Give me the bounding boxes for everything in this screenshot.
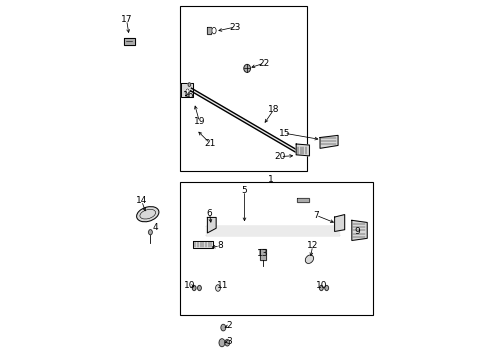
Text: 1: 1 [267, 175, 273, 184]
Text: 17: 17 [121, 15, 132, 24]
Polygon shape [259, 249, 265, 260]
Text: 4: 4 [153, 223, 158, 233]
Text: 13: 13 [256, 249, 268, 258]
Text: 5: 5 [241, 186, 247, 195]
Text: 9: 9 [354, 227, 360, 236]
Ellipse shape [197, 285, 201, 291]
Ellipse shape [305, 255, 313, 264]
Text: 3: 3 [226, 337, 232, 346]
Ellipse shape [221, 324, 225, 331]
Text: 21: 21 [204, 139, 215, 148]
Text: 15: 15 [278, 129, 289, 138]
Text: 7: 7 [312, 211, 318, 220]
Text: 19: 19 [193, 117, 205, 126]
Bar [179, 182, 372, 315]
Ellipse shape [185, 89, 189, 93]
Bar [179, 6, 306, 171]
Text: 6: 6 [206, 208, 212, 217]
Polygon shape [207, 217, 216, 233]
Text: 10: 10 [184, 281, 196, 290]
Polygon shape [192, 241, 213, 248]
Ellipse shape [224, 339, 229, 346]
Ellipse shape [211, 27, 216, 34]
Text: 2: 2 [226, 321, 232, 330]
Polygon shape [190, 88, 296, 152]
Polygon shape [205, 226, 338, 235]
Ellipse shape [319, 285, 323, 291]
Ellipse shape [136, 207, 159, 222]
Polygon shape [181, 83, 192, 97]
Text: 20: 20 [274, 152, 285, 161]
Ellipse shape [148, 230, 152, 235]
Polygon shape [351, 220, 366, 240]
Text: 10: 10 [316, 281, 327, 290]
Ellipse shape [219, 339, 224, 347]
Ellipse shape [215, 285, 220, 291]
Text: 11: 11 [216, 281, 228, 290]
Text: 18: 18 [267, 105, 279, 114]
Polygon shape [334, 215, 344, 231]
Ellipse shape [192, 285, 196, 291]
Ellipse shape [244, 64, 250, 72]
Text: 12: 12 [306, 242, 318, 251]
Polygon shape [319, 135, 337, 148]
Text: 22: 22 [258, 58, 269, 68]
Ellipse shape [188, 83, 190, 86]
Text: 16: 16 [183, 91, 194, 100]
Text: 14: 14 [136, 197, 147, 205]
Polygon shape [296, 144, 309, 156]
Ellipse shape [324, 285, 328, 291]
Polygon shape [123, 38, 134, 45]
Text: 8: 8 [217, 242, 223, 251]
Polygon shape [296, 198, 308, 202]
Polygon shape [206, 27, 211, 34]
Text: 23: 23 [229, 22, 241, 31]
